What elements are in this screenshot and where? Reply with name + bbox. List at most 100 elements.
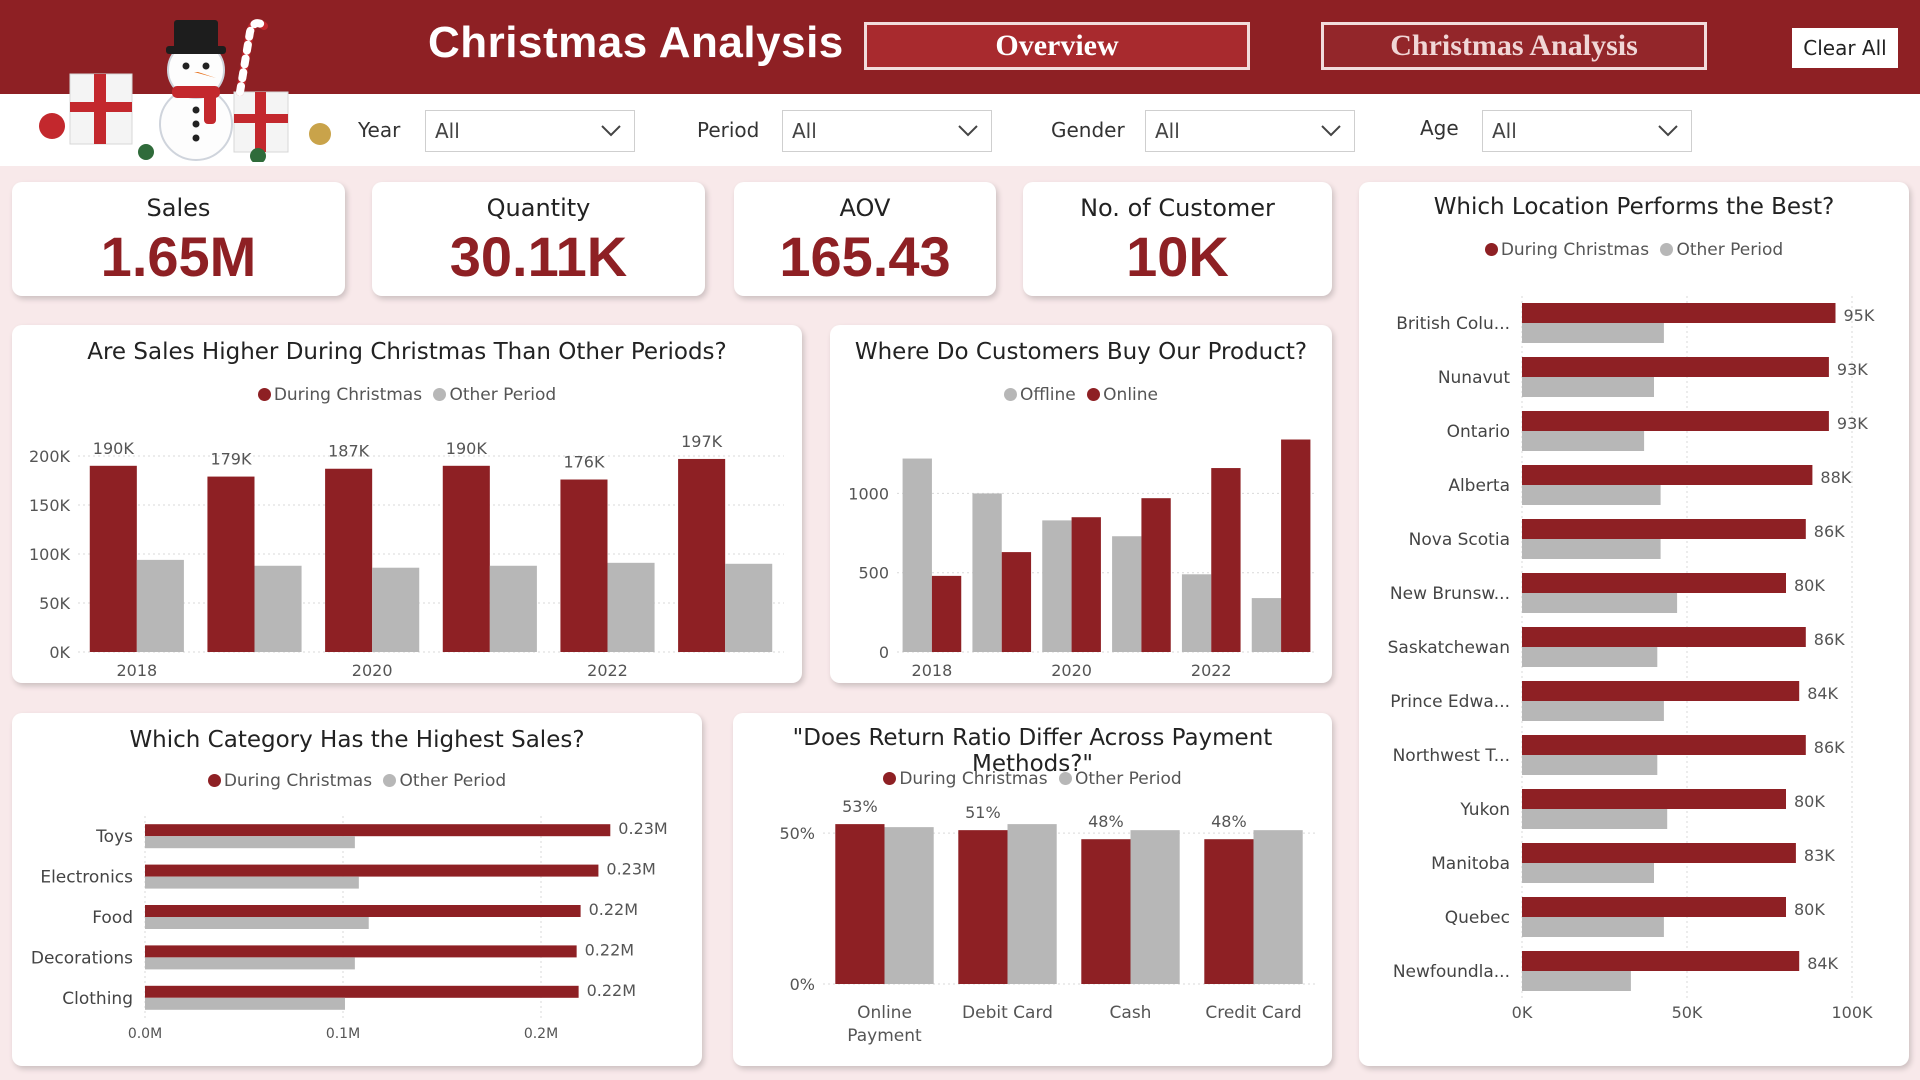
category-label: Manitoba [1431, 854, 1510, 874]
bar-offline [1112, 536, 1142, 652]
x-tick-label: 100K [1831, 1003, 1873, 1022]
legend-dot [883, 772, 897, 785]
bar-offline [1251, 598, 1282, 652]
bar-during-christmas [145, 864, 599, 877]
christmas-analysis-nav-button[interactable]: Christmas Analysis [1321, 22, 1707, 70]
overview-nav-button[interactable]: Overview [864, 22, 1250, 70]
gender-filter-dropdown[interactable]: All [1145, 110, 1355, 152]
category-label: Alberta [1448, 476, 1510, 496]
category-label: Nova Scotia [1409, 530, 1510, 550]
clear-all-button[interactable]: Clear All [1792, 28, 1898, 68]
category-label: Northwest T... [1393, 746, 1510, 766]
x-tick-label: 50K [1672, 1003, 1703, 1022]
data-label: 48% [1211, 812, 1247, 831]
category-label: Quebec [1445, 908, 1510, 928]
bar-offline [1181, 574, 1212, 652]
data-label: 88K [1820, 468, 1851, 487]
chevron-down-icon [958, 125, 978, 137]
x-tick-label: 2020 [352, 661, 393, 680]
bar-online [1071, 517, 1101, 652]
data-label: 0.22M [585, 940, 634, 959]
category-label: Prince Edwa... [1390, 692, 1510, 712]
category-label: Toys [95, 827, 133, 847]
kpi-card-quantity: Quantity 30.11K [372, 182, 705, 296]
age-filter-label: Age [1420, 116, 1459, 140]
data-label: 48% [1088, 812, 1124, 831]
bar-during-christmas [560, 479, 608, 652]
bar-other-period [145, 876, 359, 889]
legend-dot [1087, 388, 1101, 401]
chevron-down-icon [1658, 125, 1678, 137]
bar-other-period [1522, 917, 1664, 937]
bar-other-period [145, 917, 369, 929]
legend-dot [207, 774, 221, 787]
bar-other-period [1522, 323, 1664, 343]
bar-during-christmas [89, 465, 137, 652]
bar-offline [902, 458, 932, 652]
x-tick-label: Cash [1110, 1003, 1152, 1023]
x-tick-label: 2022 [587, 661, 628, 680]
bar-during-christmas [145, 824, 611, 837]
bar-during-christmas [1522, 789, 1786, 809]
chart-title: Which Location Performs the Best? [1433, 194, 1835, 220]
legend-label: Offline [1019, 385, 1076, 405]
y-tick-label: 50K [39, 594, 70, 613]
bar-during-christmas [1522, 519, 1806, 539]
kpi-label: Sales [146, 194, 211, 222]
data-label: 80K [1794, 900, 1825, 919]
chart-legend: During Christmas Other Period [12, 771, 702, 791]
gender-filter-label: Gender [1051, 118, 1125, 142]
bar-during-christmas [145, 905, 581, 917]
chart-legend: During Christmas Other Period [12, 385, 802, 405]
kpi-label: No. of Customer [1080, 194, 1275, 222]
period-filter-dropdown[interactable]: All [782, 110, 992, 152]
category-label: Food [92, 908, 133, 928]
bar-other-period [1522, 755, 1658, 775]
bar-other-period [1522, 809, 1668, 829]
category-label: Clothing [62, 989, 133, 1009]
legend-dot [433, 388, 447, 401]
age-filter-dropdown[interactable]: All [1482, 110, 1692, 152]
category-label: New Brunsw... [1390, 584, 1510, 604]
period-filter-label: Period [697, 118, 760, 142]
channel-by-year-chart: 0 500 1000 2018 2020 2022 [848, 439, 1316, 680]
bar-during-christmas [1522, 573, 1786, 593]
bar-other-period [372, 567, 420, 652]
bar-during-christmas [1522, 681, 1800, 701]
data-label: 0.22M [589, 900, 638, 919]
legend-label: During Christmas [273, 385, 423, 405]
category-label: Yukon [1459, 800, 1510, 820]
bar-during-christmas [835, 824, 885, 984]
bar-other-period [1522, 377, 1654, 397]
bar-during-christmas [145, 945, 577, 958]
bar-during-christmas [325, 468, 373, 652]
data-label: 176K [563, 453, 605, 472]
data-label: 93K [1837, 360, 1868, 379]
data-label: 0.23M [618, 819, 667, 838]
bar-online [1141, 498, 1171, 652]
location-card: Which Location Performs the Best? During… [1359, 182, 1909, 1066]
x-tick-label: Online [857, 1003, 912, 1023]
bar-other-period [607, 562, 655, 652]
channel-card: Where Do Customers Buy Our Product? Offl… [830, 325, 1332, 683]
y-tick-label: 0% [790, 975, 815, 994]
bar-offline [1042, 520, 1072, 652]
chart-title: "Does Return Ratio Differ Across Payment… [792, 725, 1273, 777]
data-label: 93K [1837, 414, 1868, 433]
x-tick-label: 0.2M [524, 1026, 558, 1042]
bar-during-christmas [1522, 627, 1806, 647]
kpi-value: 1.65M [100, 225, 257, 288]
legend-dot [1660, 243, 1674, 256]
kpi-label: Quantity [486, 194, 591, 222]
legend-dot [1058, 772, 1072, 785]
y-tick-label: 1000 [848, 484, 889, 503]
data-label: 84K [1807, 684, 1838, 703]
year-filter-dropdown[interactable]: All [425, 110, 635, 152]
bar-other-period [145, 957, 355, 970]
header-bar: Christmas Analysis Overview Christmas An… [0, 0, 1920, 94]
year-filter-label: Year [358, 118, 401, 142]
bar-during-christmas [1522, 951, 1800, 971]
legend-label: During Christmas [899, 769, 1048, 789]
sales-by-period-card: Are Sales Higher During Christmas Than O… [12, 325, 802, 683]
legend-item: Offline [1003, 385, 1076, 405]
